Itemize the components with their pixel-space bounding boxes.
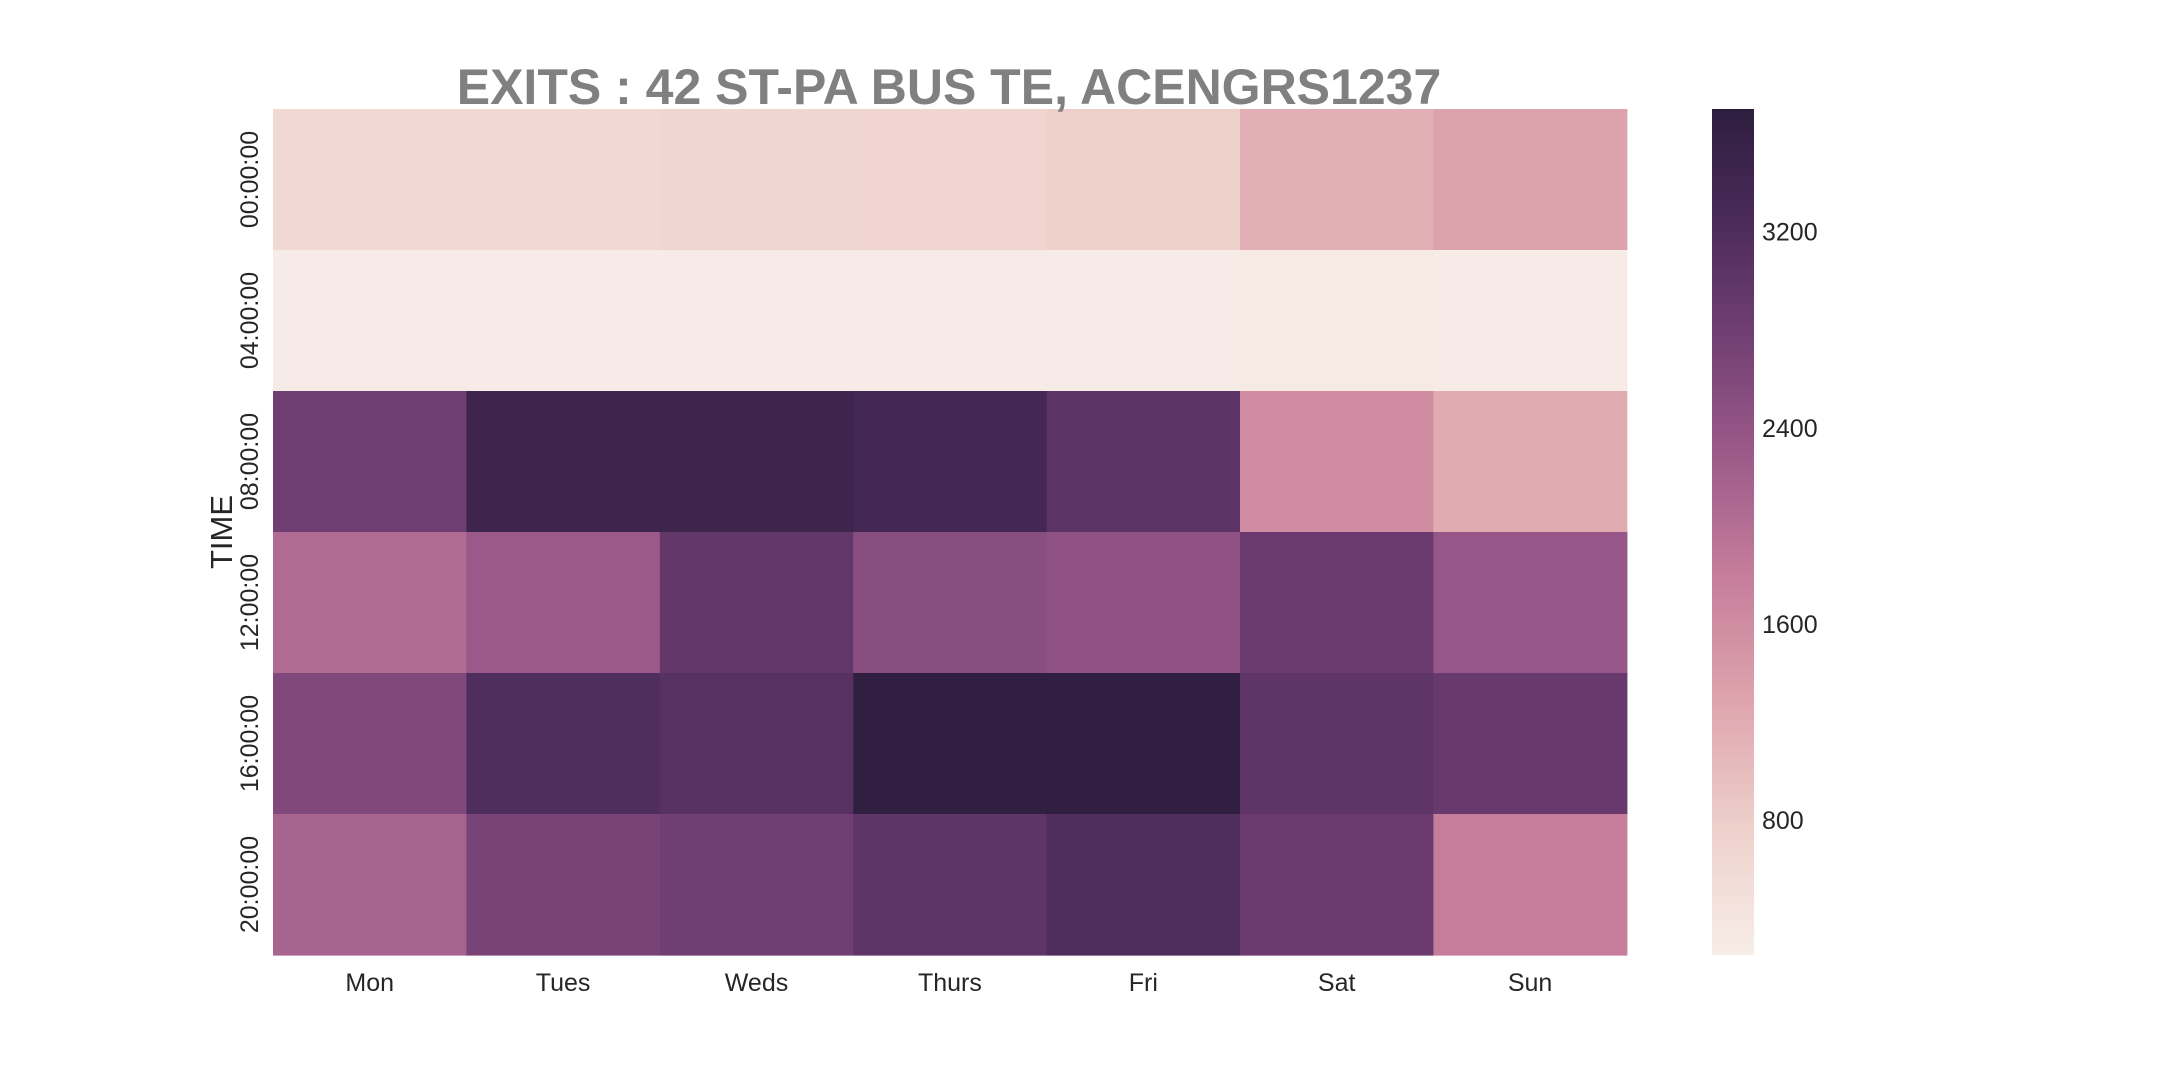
heatmap-cell [1240, 391, 1434, 533]
heatmap-cell [1433, 532, 1628, 674]
heatmap-cell [466, 532, 661, 674]
heatmap-cell [1433, 814, 1628, 956]
colorbar [1712, 109, 1754, 955]
heatmap-cell [1433, 250, 1628, 392]
chart-title: EXITS : 42 ST-PA BUS TE, ACENGRS1237 [457, 59, 1442, 115]
heatmap-cell [659, 673, 854, 815]
heatmap-cell [853, 109, 1048, 251]
heatmap-cell [1433, 109, 1628, 251]
heatmap-cells [273, 109, 1628, 956]
heatmap-cell [1046, 814, 1241, 956]
heatmap-cell [853, 673, 1048, 815]
heatmap-cell [659, 250, 854, 392]
y-tick-label: 00:00:00 [236, 131, 264, 228]
heatmap-cell [853, 391, 1048, 533]
y-tick-label: 16:00:00 [236, 695, 264, 792]
heatmap-cell [1240, 109, 1434, 251]
colorbar-tick-label: 3200 [1762, 219, 1818, 247]
heatmap-cell [659, 814, 854, 956]
heatmap-cell [466, 109, 661, 251]
x-tick-label: Mon [345, 969, 394, 997]
heatmap-cell [1046, 250, 1241, 392]
y-tick-label: 08:00:00 [236, 413, 264, 510]
colorbar-tick-label: 1600 [1762, 611, 1818, 639]
heatmap-cell [659, 532, 854, 674]
heatmap-cell [1240, 250, 1434, 392]
heatmap-cell [853, 532, 1048, 674]
x-tick-label: Tues [536, 969, 591, 997]
y-axis-label: TIME [204, 495, 239, 569]
y-tick-label: 12:00:00 [236, 554, 264, 651]
heatmap-cell [466, 814, 661, 956]
heatmap-cell [853, 250, 1048, 392]
x-tick-labels: Mon Tues Weds Thurs Fri Sat Sun [345, 969, 1552, 997]
colorbar-tick-label: 2400 [1762, 415, 1818, 443]
heatmap-cell [659, 109, 854, 251]
y-tick-label: 20:00:00 [236, 836, 264, 933]
x-tick-label: Sun [1508, 969, 1552, 997]
x-tick-label: Weds [725, 969, 788, 997]
colorbar-tick-label: 800 [1762, 807, 1804, 835]
heatmap-cell [1046, 532, 1241, 674]
x-tick-label: Thurs [918, 969, 982, 997]
x-tick-label: Sat [1318, 969, 1356, 997]
heatmap-cell [466, 250, 661, 392]
heatmap-cell [466, 391, 661, 533]
heatmap-cell [466, 673, 661, 815]
heatmap-cell [1240, 673, 1434, 815]
heatmap-cell [273, 391, 467, 533]
heatmap-cell [273, 250, 467, 392]
heatmap-cell [1240, 814, 1434, 956]
heatmap-cell [273, 109, 467, 251]
heatmap-cell [1433, 673, 1628, 815]
heatmap-cell [1046, 391, 1241, 533]
heatmap-cell [1046, 673, 1241, 815]
colorbar-tick-labels: 800 1600 2400 3200 [1762, 219, 1818, 836]
y-tick-labels: 00:00:00 04:00:00 08:00:00 12:00:00 16:00:00… [236, 131, 264, 933]
heatmap-cell [273, 673, 467, 815]
heatmap-cell [273, 532, 467, 674]
heatmap-cell [853, 814, 1048, 956]
y-tick-label: 04:00:00 [236, 272, 264, 369]
heatmap-cell [1046, 109, 1241, 251]
x-tick-label: Fri [1129, 969, 1158, 997]
heatmap-cell [1433, 391, 1628, 533]
heatmap-cell [1240, 532, 1434, 674]
heatmap-cell [273, 814, 467, 956]
heatmap-cell [659, 391, 854, 533]
